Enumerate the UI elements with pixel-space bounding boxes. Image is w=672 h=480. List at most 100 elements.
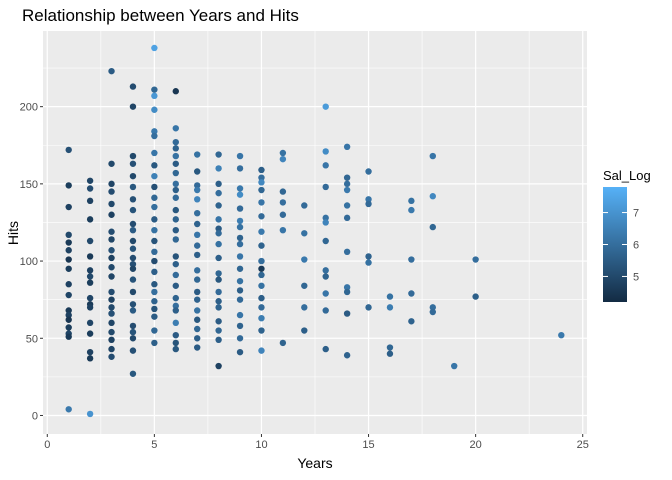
- data-point: [301, 327, 308, 334]
- data-point: [343, 143, 351, 151]
- data-point: [215, 225, 222, 232]
- data-point: [429, 308, 436, 316]
- data-point: [322, 183, 329, 191]
- data-point: [194, 182, 201, 189]
- data-point: [129, 226, 137, 234]
- data-point: [65, 324, 72, 331]
- data-point: [172, 138, 179, 146]
- data-point: [236, 152, 244, 160]
- data-point: [322, 219, 329, 226]
- data-point: [108, 336, 115, 344]
- data-point: [108, 188, 115, 195]
- data-point: [151, 203, 158, 211]
- data-point: [343, 202, 351, 209]
- data-point: [408, 256, 415, 263]
- data-point: [151, 305, 158, 313]
- data-point: [108, 353, 115, 360]
- data-point: [86, 177, 94, 184]
- data-point: [129, 160, 137, 167]
- data-point: [86, 348, 94, 356]
- data-point: [215, 216, 222, 223]
- data-point: [194, 296, 201, 303]
- data-point: [65, 281, 72, 288]
- data-point: [258, 179, 265, 186]
- data-point: [151, 298, 158, 305]
- data-point: [194, 288, 201, 296]
- data-point: [194, 335, 201, 342]
- data-point: [108, 264, 115, 271]
- data-point: [343, 186, 351, 194]
- data-point: [151, 313, 158, 320]
- data-point: [172, 271, 179, 279]
- x-axis-ticks: 0 5 10 15 20 25: [44, 434, 589, 451]
- x-axis-title: Years: [297, 455, 332, 471]
- data-point: [108, 228, 115, 235]
- data-point: [408, 197, 415, 205]
- legend-tick-label: 6: [633, 240, 639, 252]
- data-point: [322, 237, 329, 245]
- data-point: [108, 160, 115, 167]
- data-point: [322, 273, 329, 280]
- data-point: [215, 304, 222, 311]
- data-point: [258, 228, 265, 235]
- data-point: [236, 296, 244, 303]
- data-point: [236, 223, 244, 231]
- data-point: [172, 180, 179, 188]
- data-point: [343, 248, 351, 256]
- data-point: [151, 149, 158, 157]
- data-point: [129, 307, 137, 314]
- data-point: [386, 350, 394, 357]
- data-point: [322, 267, 329, 274]
- data-point: [258, 166, 265, 174]
- data-point: [194, 344, 201, 351]
- data-point: [215, 202, 222, 209]
- data-point: [322, 162, 329, 169]
- data-point: [151, 268, 158, 276]
- data-point: [151, 86, 158, 93]
- data-point: [215, 288, 222, 296]
- data-point: [65, 182, 72, 189]
- data-point: [215, 327, 222, 334]
- data-point: [322, 103, 329, 110]
- data-point: [151, 257, 158, 265]
- data-point: [258, 327, 265, 334]
- data-point: [279, 155, 287, 163]
- data-point: [108, 200, 115, 208]
- data-point: [236, 240, 244, 248]
- data-point: [258, 174, 265, 181]
- data-point: [65, 406, 72, 413]
- data-point: [65, 256, 72, 263]
- data-point: [365, 253, 372, 260]
- data-point: [343, 352, 351, 359]
- color-legend: Sal_Log 5 6 7: [603, 168, 651, 302]
- data-point: [322, 148, 329, 155]
- data-point: [236, 265, 244, 272]
- data-point: [215, 336, 222, 344]
- data-point: [129, 172, 137, 180]
- data-point: [215, 230, 222, 237]
- data-point: [215, 318, 222, 325]
- data-points: [65, 44, 565, 418]
- data-point: [365, 304, 372, 311]
- data-point: [236, 191, 244, 198]
- data-point: [129, 152, 137, 160]
- data-point: [65, 247, 72, 254]
- data-point: [129, 245, 137, 252]
- data-point: [194, 267, 201, 274]
- y-tick-label: 50: [26, 333, 38, 345]
- data-point: [322, 290, 329, 297]
- data-point: [172, 169, 179, 177]
- data-point: [194, 251, 201, 259]
- data-point: [386, 304, 394, 311]
- data-point: [108, 328, 115, 336]
- data-point: [429, 304, 436, 311]
- data-point: [86, 279, 94, 286]
- data-point: [129, 265, 137, 272]
- data-point: [86, 253, 94, 260]
- x-tick-label: 25: [577, 439, 589, 451]
- data-point: [472, 256, 479, 263]
- data-point: [172, 206, 179, 214]
- data-point: [151, 327, 158, 334]
- data-point: [86, 410, 94, 418]
- data-point: [172, 88, 179, 95]
